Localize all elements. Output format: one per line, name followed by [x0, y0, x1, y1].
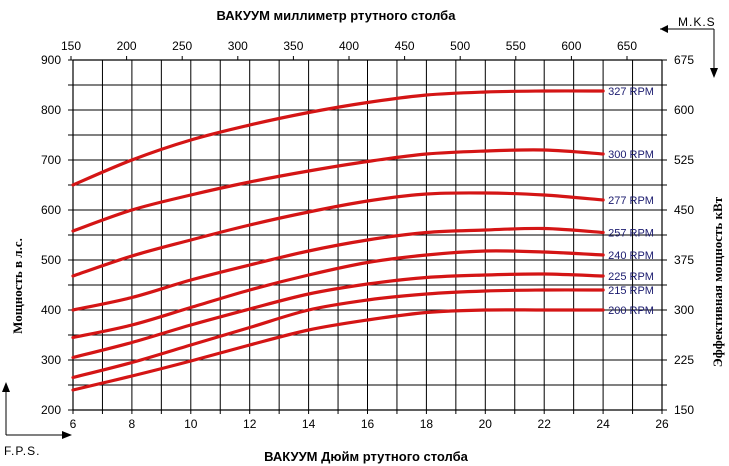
y-tick-label-right: 150 [674, 403, 694, 417]
series-label: 257 RPM [608, 228, 654, 240]
unit-label-fps: F.P.S. [4, 444, 40, 458]
x-tick-label-bottom: 22 [538, 417, 552, 431]
fps-arrow-icon [2, 382, 72, 439]
x-tick-label-top: 600 [561, 39, 581, 53]
x-tick-label-bottom: 26 [655, 417, 669, 431]
series-line-257-rpm [71, 226, 605, 312]
series-label: 300 RPM [608, 149, 654, 161]
series-line-215-rpm [71, 288, 605, 380]
series-label: 240 RPM [608, 250, 654, 262]
x-tick-label-top: 250 [172, 39, 192, 53]
y-tick-label-left: 800 [41, 103, 61, 117]
y-axis-label-right: Эффективная мощность кВт [710, 196, 725, 367]
x-tick-label-bottom: 6 [70, 417, 77, 431]
x-tick-label-top: 650 [617, 39, 637, 53]
mks-arrow-icon [660, 25, 718, 78]
x-tick-label-bottom: 18 [420, 417, 434, 431]
x-tick-label-bottom: 8 [129, 417, 136, 431]
x-tick-label-bottom: 14 [302, 417, 316, 431]
y-tick-label-left: 900 [41, 53, 61, 67]
series-label: 200 RPM [608, 305, 654, 317]
x-tick-label-top: 350 [283, 39, 303, 53]
series-line-240-rpm [71, 249, 605, 340]
x-tick-label-top: 400 [339, 39, 359, 53]
chart-title-bottom: ВАКУУМ Дюйм ртутного столба [264, 449, 469, 464]
curve-layer [71, 89, 605, 392]
x-tick-label-top: 550 [506, 39, 526, 53]
label-layer: 6 8 10 12 14 16 18 20 22 24 26 150 200 250 300 350 400 45… [41, 39, 694, 431]
axis-layer [68, 56, 667, 414]
y-tick-label-right: 675 [674, 53, 694, 67]
chart-title-top: ВАКУУМ миллиметр ртутного столба [217, 8, 457, 23]
y-tick-label-left: 500 [41, 253, 61, 267]
x-tick-label-bottom: 24 [596, 417, 610, 431]
y-tick-label-left: 300 [41, 353, 61, 367]
x-tick-label-bottom: 20 [479, 417, 493, 431]
y-tick-label-left: 600 [41, 203, 61, 217]
y-tick-label-right: 600 [674, 103, 694, 117]
y-axis-label-left: Мощность в л.с. [10, 238, 25, 334]
series-line-327-rpm [71, 89, 605, 187]
series-label: 277 RPM [608, 195, 654, 207]
y-tick-label-right: 375 [674, 253, 694, 267]
x-tick-label-bottom: 10 [184, 417, 198, 431]
x-tick-label-top: 200 [117, 39, 137, 53]
series-label: 327 RPM [608, 86, 654, 98]
unit-label-mks: M.K.S [678, 15, 716, 29]
y-tick-label-right: 300 [674, 303, 694, 317]
series-line-300-rpm [71, 148, 605, 233]
grid-layer [72, 59, 663, 411]
x-tick-label-bottom: 12 [243, 417, 257, 431]
series-line-225-rpm [71, 272, 605, 360]
series-label: 225 RPM [608, 271, 654, 283]
y-tick-label-right: 225 [674, 353, 694, 367]
y-tick-label-right: 450 [674, 203, 694, 217]
x-tick-label-top: 450 [395, 39, 415, 53]
y-tick-label-left: 700 [41, 153, 61, 167]
series-label: 215 RPM [608, 285, 654, 297]
series-line-277-rpm [71, 191, 605, 278]
x-tick-label-top: 300 [228, 39, 248, 53]
y-tick-label-left: 200 [41, 403, 61, 417]
x-tick-label-top: 150 [61, 39, 81, 53]
x-tick-label-top: 500 [450, 39, 470, 53]
y-tick-label-right: 525 [674, 153, 694, 167]
series-line-200-rpm [71, 308, 605, 392]
y-tick-label-left: 400 [41, 303, 61, 317]
x-tick-label-bottom: 16 [361, 417, 375, 431]
